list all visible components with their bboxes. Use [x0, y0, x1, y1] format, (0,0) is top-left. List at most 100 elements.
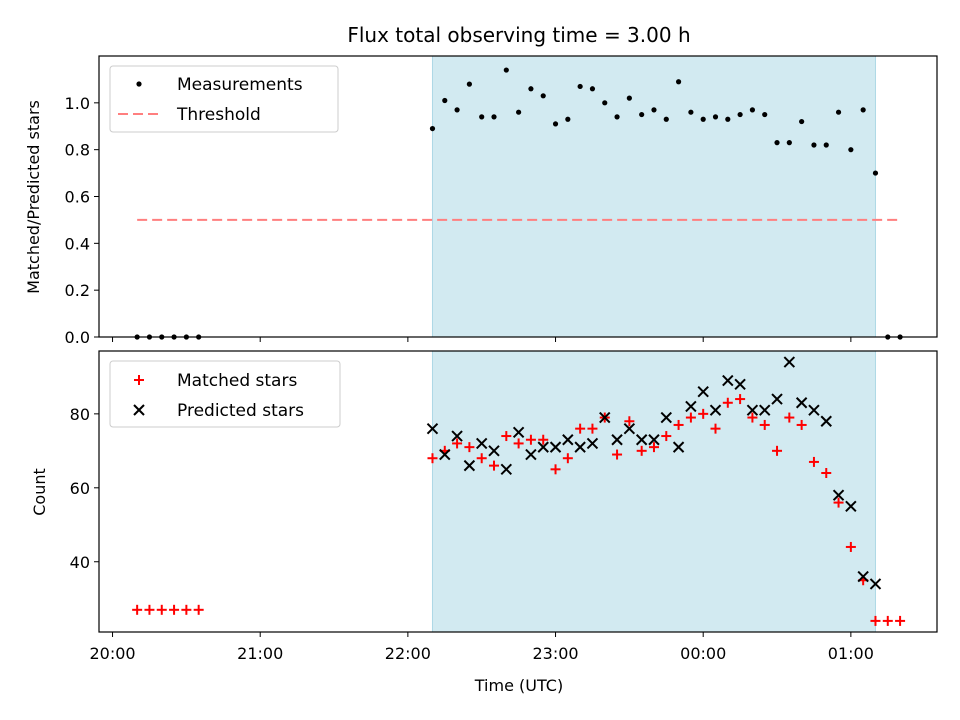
- measurement-point: [639, 111, 645, 118]
- matched-star-point: [550, 464, 561, 475]
- predicted-star-point: [808, 404, 820, 416]
- predicted-star-point: [746, 404, 759, 416]
- predicted-star-point: [660, 411, 672, 424]
- predicted-star-point: [463, 459, 476, 472]
- matched-star-point: [895, 615, 906, 626]
- bottom-y-tick-label: 80: [70, 405, 90, 424]
- legend-matched-marker: [134, 375, 144, 385]
- predicted-star-point-stroke: [746, 404, 759, 416]
- matched-star-point: [882, 615, 893, 626]
- predicted-star-point: [586, 437, 599, 450]
- predicted-star-point-stroke: [795, 397, 808, 409]
- matched-star-point: [612, 449, 623, 460]
- top-legend: Measurements Threshold: [109, 65, 339, 133]
- measurement-point: [663, 116, 669, 122]
- x-tick-label: 21:00: [237, 644, 283, 663]
- measurement-point: [429, 125, 436, 132]
- legend-predicted-label: Predicted stars: [177, 401, 304, 421]
- matched-star-point: [710, 423, 721, 434]
- matched-star-point: [648, 442, 659, 453]
- top-y-axis-label: Matched/Predicted stars: [24, 100, 43, 294]
- predicted-star-point-stroke: [623, 422, 636, 435]
- chart-title: Flux total observing time = 3.00 h: [347, 23, 690, 47]
- predicted-star-point: [512, 426, 525, 439]
- measurement-point: [848, 147, 854, 153]
- bottom-frame: [98, 350, 938, 633]
- predicted-star-point-stroke: [463, 459, 476, 472]
- predicted-star-point-stroke: [562, 434, 574, 446]
- measurement-point: [491, 114, 497, 120]
- matched-star-point: [685, 412, 696, 423]
- predicted-star-point: [500, 463, 513, 476]
- measurement-point: [700, 116, 706, 122]
- matched-star-point: [144, 604, 155, 615]
- predicted-star-point-stroke: [771, 393, 783, 405]
- predicted-star-point-stroke: [439, 448, 451, 461]
- predicted-star-point-stroke: [869, 578, 882, 590]
- top-observing-window: [432, 56, 876, 337]
- measurement-point: [614, 114, 620, 120]
- matched-star-point: [501, 431, 512, 442]
- measurement-point: [454, 107, 460, 113]
- top-y-tick-label: 0.2: [65, 281, 90, 300]
- predicted-star-point-stroke: [451, 430, 463, 442]
- matched-star-point: [525, 434, 536, 445]
- predicted-star-point-stroke: [685, 400, 697, 413]
- matched-star-point: [169, 604, 180, 615]
- predicted-star-point: [795, 397, 808, 409]
- measurement-point: [552, 121, 559, 127]
- x-tick-label: 23:00: [532, 644, 578, 663]
- measurement-point: [835, 109, 842, 115]
- predicted-star-point-stroke: [832, 489, 845, 501]
- matched-star-point: [156, 604, 167, 615]
- measurement-point: [442, 97, 448, 104]
- predicted-star-point-stroke: [722, 374, 734, 387]
- measurement-point: [774, 140, 780, 146]
- matched-star-point: [132, 604, 143, 615]
- bottom-legend-box: [109, 360, 341, 428]
- measurement-point: [589, 86, 596, 92]
- top-y-tick-label: 0.8: [65, 141, 90, 160]
- predicted-star-point: [697, 385, 709, 398]
- bottom-y-tick-label: 40: [70, 553, 90, 572]
- predicted-star-point-stroke: [857, 570, 869, 583]
- measurement-point: [872, 170, 879, 176]
- matched-star-point: [427, 453, 438, 464]
- predicted-star-point: [722, 374, 734, 387]
- bottom-y-axis-label: Count: [30, 468, 49, 516]
- measurement-point: [503, 67, 509, 73]
- predicted-star-point-stroke: [525, 448, 537, 461]
- measurement-point: [860, 107, 866, 113]
- measurement-point: [626, 95, 632, 101]
- predicted-star-point: [599, 411, 611, 424]
- predicted-star-point-stroke: [512, 426, 525, 439]
- predicted-star-point: [439, 448, 451, 461]
- bottom-legend: Matched stars Predicted stars: [109, 360, 341, 428]
- measurement-point: [823, 142, 829, 148]
- predicted-star-point: [759, 404, 771, 416]
- legend-threshold-label: Threshold: [176, 105, 261, 125]
- top-legend-box: [109, 65, 339, 133]
- predicted-star-point: [562, 434, 574, 446]
- matched-star-point: [870, 615, 881, 626]
- predicted-star-point-stroke: [537, 441, 549, 453]
- predicted-star-point-stroke: [672, 441, 685, 453]
- bottom-y-tick-label: 60: [70, 479, 90, 498]
- predicted-star-point: [734, 378, 746, 390]
- matched-star-point: [538, 434, 549, 445]
- matched-star-point: [772, 445, 783, 456]
- bottom-panel: 20:00 21:00 22:00 23:00 00:00 01:00 40 60 80 Matc…: [70, 350, 938, 663]
- predicted-star-point-stroke: [574, 441, 586, 453]
- predicted-star-point-stroke: [660, 411, 672, 424]
- measurement-point: [528, 86, 534, 92]
- matched-star-point: [845, 541, 856, 552]
- predicted-star-point: [488, 445, 500, 457]
- predicted-star-point-stroke: [549, 441, 562, 453]
- matched-star-point: [784, 412, 795, 423]
- predicted-star-point-stroke: [475, 437, 488, 450]
- matched-star-point: [833, 497, 844, 508]
- measurement-point: [712, 114, 719, 120]
- predicted-star-point-stroke: [820, 415, 832, 427]
- measurement-point: [602, 100, 608, 106]
- legend-measurements-marker: [136, 81, 142, 87]
